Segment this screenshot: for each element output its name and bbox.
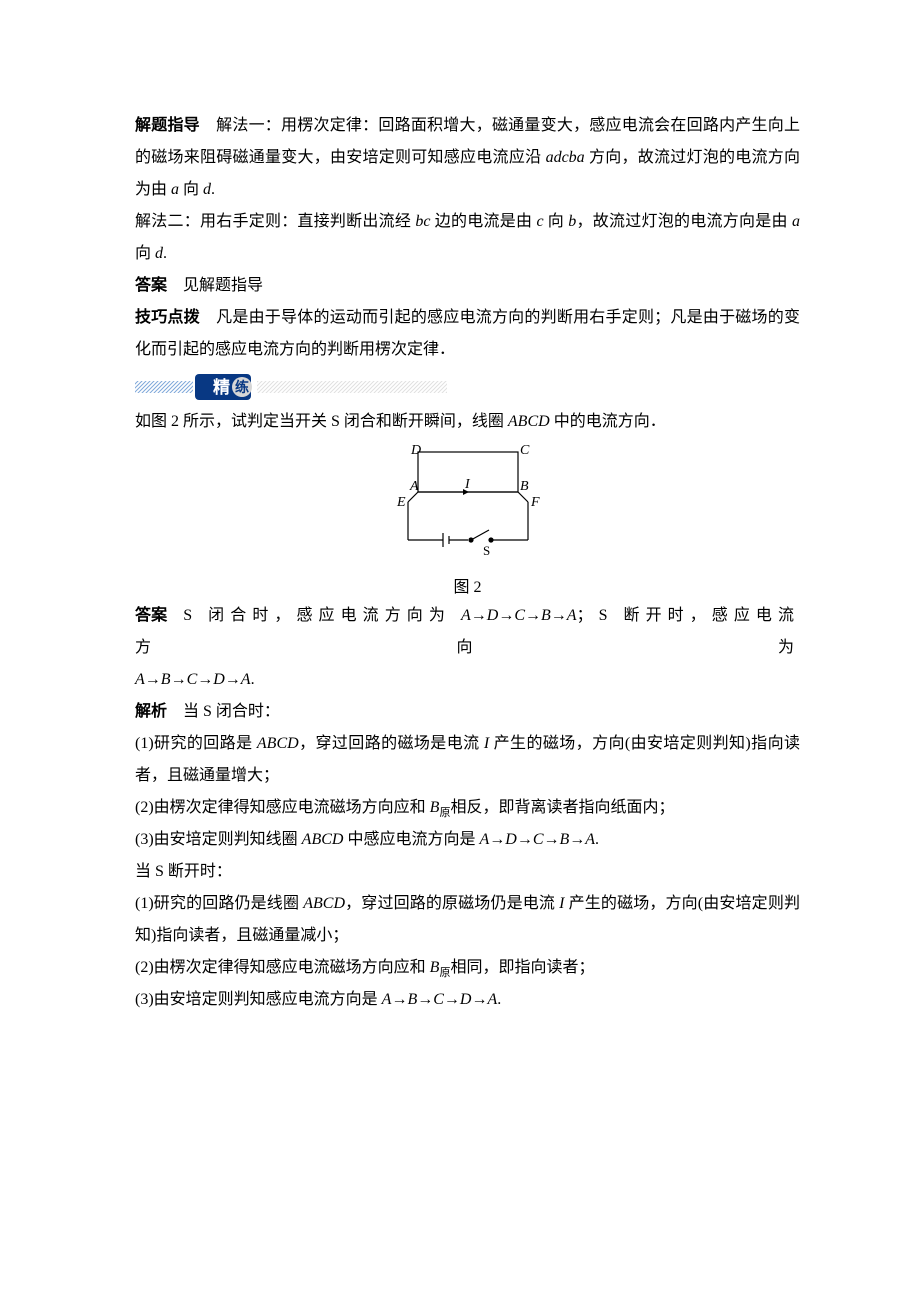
label-explain: 解析 xyxy=(135,703,167,720)
explain-1: (1)研究的回路是 ABCD，穿过回路的磁场是电流 I 产生的磁场，方向(由安培… xyxy=(135,728,800,792)
answer-line: 答案 见解题指导 xyxy=(135,270,800,302)
explain-2: (2)由楞次定律得知感应电流磁场方向应和 B原相反，即背离读者指向纸面内； xyxy=(135,792,800,824)
banner-icon: 精 练 xyxy=(135,372,455,402)
svg-text:F: F xyxy=(530,495,540,510)
explain-3: (3)由安培定则判知线圈 ABCD 中感应电流方向是 A→D→C→B→A. xyxy=(135,824,800,856)
explain-5: (1)研究的回路仍是线圈 ABCD，穿过回路的原磁场仍是电流 I 产生的磁场，方… xyxy=(135,888,800,952)
svg-text:精: 精 xyxy=(213,377,230,397)
practice-banner: 精 练 xyxy=(135,372,800,402)
svg-text:练: 练 xyxy=(235,379,249,395)
explain-7: (3)由安培定则判知感应电流方向是 A→B→C→D→A. xyxy=(135,984,800,1016)
svg-text:D: D xyxy=(410,443,421,458)
answer-block: 答案 S 闭合时，感应电流方向为 A→D→C→B→A；S 断开时，感应电流方向为 xyxy=(135,600,800,664)
solution-guide-p2: 解法二：用右手定则：直接判断出流经 bc 边的电流是由 c 向 b，故流过灯泡的… xyxy=(135,206,800,270)
svg-text:E: E xyxy=(396,495,406,510)
tips-line: 技巧点拨 凡是由于导体的运动而引起的感应电流方向的判断用右手定则；凡是由于磁场的… xyxy=(135,302,800,366)
figure-caption: 图 2 xyxy=(135,580,800,596)
explain-header: 解析 当 S 闭合时： xyxy=(135,696,800,728)
svg-text:S: S xyxy=(483,543,490,558)
solution-guide-p1: 解题指导 解法一：用楞次定律：回路面积增大，磁通量变大，感应电流会在回路内产生向… xyxy=(135,110,800,206)
explain-4: 当 S 断开时： xyxy=(135,856,800,888)
svg-text:B: B xyxy=(520,479,529,494)
svg-text:I: I xyxy=(464,477,471,492)
answer-block-2: A→B→C→D→A. xyxy=(135,664,800,696)
figure-2: D C A B E F I S 图 2 xyxy=(135,440,800,596)
circuit-diagram-icon: D C A B E F I S xyxy=(383,440,553,570)
label-answer: 答案 xyxy=(135,277,167,294)
document-page: 解题指导 解法一：用楞次定律：回路面积增大，磁通量变大，感应电流会在回路内产生向… xyxy=(0,0,920,1302)
explain-6: (2)由楞次定律得知感应电流磁场方向应和 B原相同，即指向读者； xyxy=(135,952,800,984)
svg-text:A: A xyxy=(409,479,419,494)
label-solution-guide: 解题指导 xyxy=(135,117,200,134)
label-tips: 技巧点拨 xyxy=(135,309,200,326)
svg-text:C: C xyxy=(520,443,530,458)
question-text: 如图 2 所示，试判定当开关 S 闭合和断开瞬间，线圈 ABCD 中的电流方向． xyxy=(135,406,800,438)
label-answer-2: 答案 xyxy=(135,607,167,624)
